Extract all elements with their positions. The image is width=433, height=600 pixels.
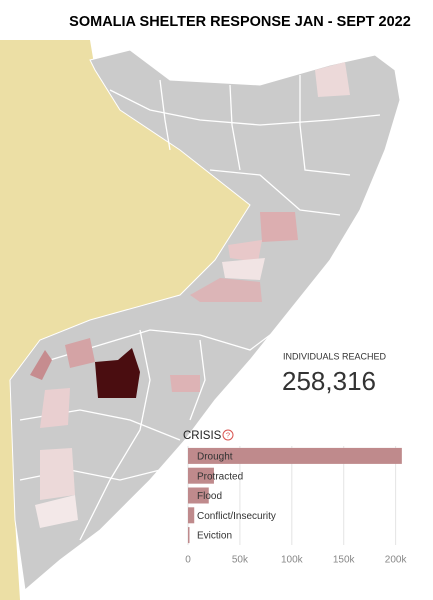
- x-tick-label: 50k: [232, 555, 249, 566]
- bar: [188, 507, 195, 524]
- district-border: [109, 89, 381, 126]
- category-label: Drought: [197, 452, 233, 463]
- district-border: [189, 339, 206, 421]
- category-label: Protracted: [197, 471, 243, 482]
- district-shaded: [40, 388, 70, 428]
- x-tick-label: 200k: [385, 555, 408, 566]
- district-border: [79, 329, 151, 541]
- bar: [188, 447, 402, 464]
- help-icon[interactable]: ?: [222, 429, 234, 441]
- district-shaded: [228, 240, 262, 262]
- svg-text:?: ?: [226, 430, 230, 439]
- bar: [188, 467, 214, 484]
- district-shaded: [190, 278, 262, 302]
- district-border: [209, 169, 341, 216]
- category-label: Eviction: [197, 531, 232, 542]
- district-shaded: [65, 338, 95, 368]
- bar: [188, 487, 209, 504]
- chart-title: CRISIS: [183, 430, 222, 442]
- district-shaded: [315, 62, 350, 97]
- district-shaded: [222, 258, 265, 280]
- x-tick-label: 100k: [281, 555, 304, 566]
- district-border: [299, 75, 351, 176]
- district-shaded: [35, 495, 78, 528]
- bar: [188, 527, 190, 544]
- kpi-value: 258,316: [282, 366, 376, 396]
- kpi-label: INDIVIDUALS REACHED: [283, 351, 387, 361]
- district-shaded: [30, 350, 52, 380]
- bar-chart: 0 50k 100k 150k 200k Drought Protracted Flood Co…: [185, 446, 407, 566]
- district-shaded: [95, 348, 140, 398]
- category-label: Flood: [197, 491, 222, 502]
- district-border: [159, 79, 171, 151]
- neighbor-land: [0, 40, 250, 600]
- district-border: [229, 84, 241, 171]
- category-label: Conflict/Insecurity: [197, 511, 276, 522]
- x-tick-label: 0: [185, 555, 191, 566]
- x-tick-label: 150k: [333, 555, 356, 566]
- district-shaded: [260, 212, 298, 242]
- page-title: SOMALIA SHELTER RESPONSE JAN - SEPT 2022: [69, 14, 411, 30]
- district-shaded: [40, 448, 75, 500]
- district-shaded: [170, 375, 200, 392]
- country: [9, 49, 401, 591]
